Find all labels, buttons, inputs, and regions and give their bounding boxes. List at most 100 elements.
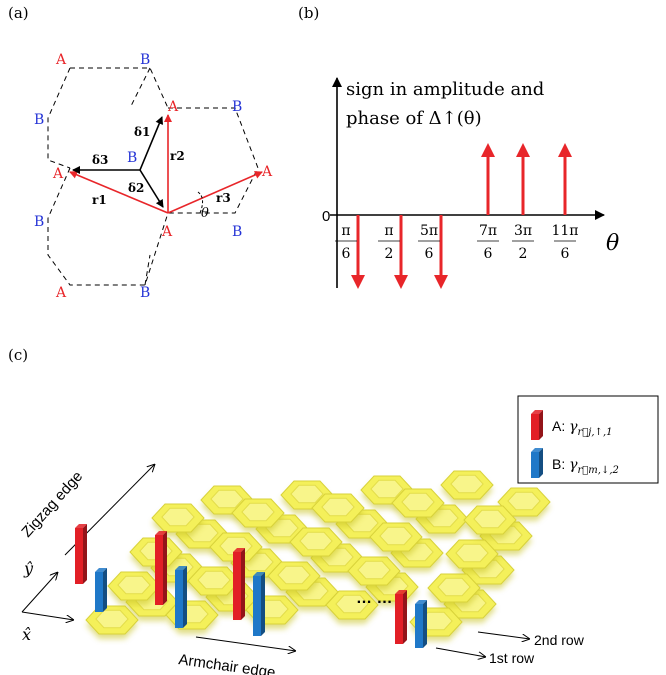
bar-sublattice-a [75,524,87,584]
hexagon-face [117,575,151,595]
edge-state-bars [75,524,427,648]
y-hat-label: ŷ [23,559,34,578]
row-1-arrow [435,647,486,657]
tick-numerator: π [384,223,393,239]
hexagon-face [473,509,507,529]
tick-numerator: 7π [479,223,497,239]
theta-arc [197,191,204,214]
tick-numerator: 5π [420,223,438,239]
honeycomb-ribbon-right [409,487,551,641]
x-axis-label: θ [606,231,619,256]
row-1-label: 1st row [489,650,535,666]
hexagon-face [161,507,195,527]
r1-label: r1 [92,193,107,207]
tick-denominator: 6 [561,246,570,262]
hexagon-face [197,570,231,590]
tick-denominator: 6 [425,246,434,262]
site-b: B [232,224,242,240]
r3-label: r3 [216,191,231,205]
panel-a-label: (a) [8,4,29,22]
panel-c-label: (c) [8,346,28,364]
hexagon-face [370,479,404,499]
panel-a: (a) A B B A B B [8,4,273,301]
theta-label: θ [201,206,209,221]
delta3-label: δ3 [92,153,108,167]
amplitude-arrows [351,143,572,289]
site-a: A [167,99,179,115]
site-b: B [140,285,150,301]
site-labels: A B B A B B A A B A B A B [34,52,273,301]
panel-b-label: (b) [298,4,319,22]
bar-sublattice-a [155,531,167,605]
legend: A: γr⃗j,↑,1 B: γr⃗m,↓,2 [517,395,659,484]
site-b: B [34,112,44,128]
row-2-arrow [477,631,530,639]
r3-arrow [167,171,263,214]
r1-arrow [69,171,169,214]
row-2-label: 2nd row [534,632,585,648]
delta-vectors [72,116,164,208]
zero-label: 0 [322,208,330,225]
legend-swatch-b [531,448,543,478]
hexagon-face [241,502,275,522]
site-b: B [34,214,44,230]
tick-denominator: 6 [342,246,351,262]
hexagon-face [299,531,333,551]
tick-denominator: 6 [484,246,493,262]
hexagon-face [335,594,369,614]
legend-bar-b [531,448,543,478]
x-hat-label: x̂ [22,625,31,644]
x-hat-axis [21,611,74,620]
delta2-label: δ2 [128,181,144,195]
hexagon-face [379,526,413,546]
panel-b: (b) sign in amplitude and phase of Δ↑(θ)… [298,4,619,289]
bar-sublattice-b [175,566,187,628]
honeycomb-lattice [47,67,259,286]
y-axis-label-2: phase of Δ↑(θ) [346,108,482,129]
legend-entry-b: B: γr⃗m,↓,2 [552,456,619,476]
y-axis-label-1: sign in amplitude and [346,79,544,100]
honeycomb-ribbon-left [85,470,494,639]
y-hat-axis [21,572,58,613]
r-vectors [69,114,263,214]
tick-numerator: π [341,223,350,239]
delta1-arrow [139,116,164,171]
bar-sublattice-b [415,600,427,648]
hexagon-face [401,492,435,512]
site-b: B [140,52,150,68]
r2-label: r2 [170,149,185,163]
site-a: A [161,224,173,240]
panel-c: (c) Zigzag edge Armchair edge ŷ x̂ … … 2… [8,346,659,675]
legend-entry-a: A: γr⃗j,↑,1 [552,418,612,438]
bar-sublattice-a [395,590,407,644]
hexagon-face [437,577,471,597]
armchair-edge-label: Armchair edge [177,651,276,675]
delta2-arrow [139,169,164,208]
vector-labels: δ1 δ3 δ2 r1 r2 r3 [92,125,231,207]
armchair-edge-arrow [195,636,296,651]
hexagon-face [290,484,324,504]
site-a: A [52,166,64,182]
site-b: B [127,150,137,166]
bar-sublattice-b [253,572,265,636]
ellipsis-label: … … [356,590,392,607]
hexagon-face [210,489,244,509]
hexagon-face [507,491,541,511]
bar-sublattice-b [95,568,107,612]
hexagon-face [357,560,391,580]
hexagon-face [321,497,355,517]
hexagon-face [455,543,489,563]
delta1-label: δ1 [134,125,150,139]
bar-sublattice-a [233,548,245,620]
tick-numerator: 3π [514,223,532,239]
legend-bar-a [531,410,543,440]
legend-swatch-a [531,410,543,440]
theta-ticks: π 6 π 2 5π 6 7π 6 3π 2 11π 6 [335,223,579,262]
tick-denominator: 2 [385,246,394,262]
site-a: A [55,52,67,68]
hexagon-face [450,474,484,494]
tick-denominator: 2 [519,246,528,262]
hexagon-face [277,565,311,585]
site-b: B [232,99,242,115]
